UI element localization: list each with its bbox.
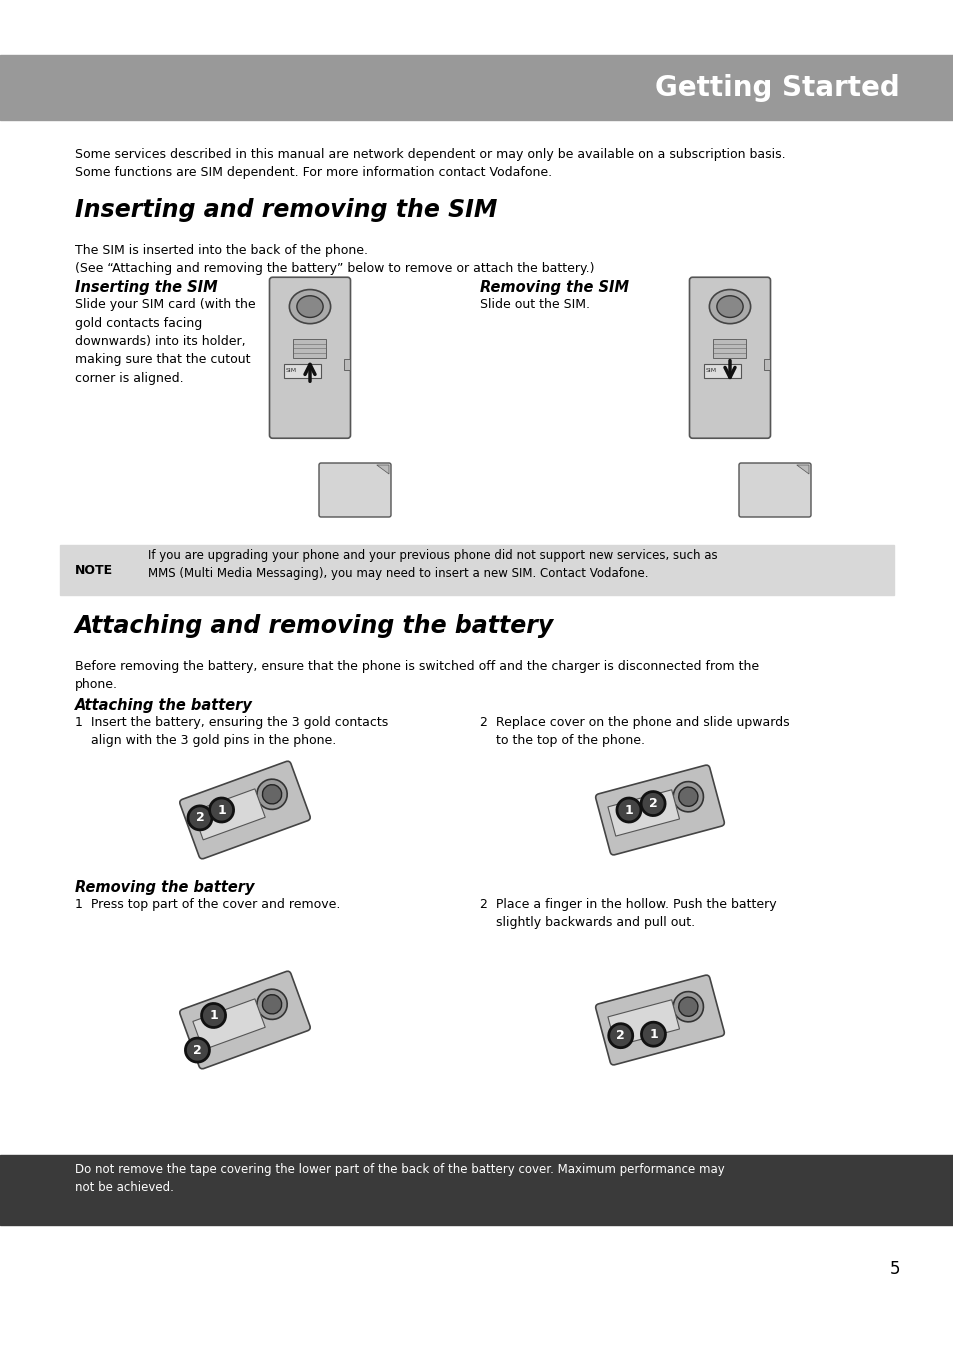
Bar — [703, 363, 740, 378]
Bar — [763, 359, 770, 370]
Text: 1: 1 — [624, 804, 633, 816]
Ellipse shape — [256, 780, 287, 809]
Text: 1  Insert the battery, ensuring the 3 gold contacts
    align with the 3 gold pi: 1 Insert the battery, ensuring the 3 gol… — [75, 716, 388, 747]
Ellipse shape — [262, 994, 281, 1013]
Ellipse shape — [678, 788, 698, 807]
Bar — [0, 55, 953, 120]
Text: SIM: SIM — [705, 369, 717, 373]
Ellipse shape — [289, 289, 331, 324]
Text: 2  Place a finger in the hollow. Push the battery
    slightly backwards and pul: 2 Place a finger in the hollow. Push the… — [479, 898, 776, 929]
Text: Attaching the battery: Attaching the battery — [75, 698, 253, 713]
Circle shape — [201, 1004, 225, 1028]
Polygon shape — [796, 465, 808, 474]
Text: Removing the battery: Removing the battery — [75, 880, 254, 894]
Bar — [193, 998, 265, 1050]
Text: Inserting and removing the SIM: Inserting and removing the SIM — [75, 199, 497, 222]
Ellipse shape — [262, 785, 281, 804]
Bar — [607, 1000, 679, 1046]
Circle shape — [640, 792, 664, 816]
Text: 2: 2 — [195, 812, 204, 824]
Bar — [607, 790, 679, 836]
Circle shape — [640, 1023, 665, 1046]
Text: 2: 2 — [193, 1043, 202, 1056]
FancyBboxPatch shape — [318, 463, 391, 517]
Circle shape — [210, 798, 233, 821]
Text: 1: 1 — [648, 1028, 658, 1040]
Text: 5: 5 — [888, 1260, 899, 1278]
Ellipse shape — [716, 296, 742, 317]
Ellipse shape — [709, 289, 750, 324]
Text: Inserting the SIM: Inserting the SIM — [75, 280, 217, 295]
Text: Removing the SIM: Removing the SIM — [479, 280, 628, 295]
FancyBboxPatch shape — [179, 971, 310, 1069]
Text: Getting Started: Getting Started — [655, 73, 899, 101]
Bar — [283, 363, 321, 378]
FancyBboxPatch shape — [739, 463, 810, 517]
Ellipse shape — [673, 782, 702, 812]
Circle shape — [617, 798, 640, 821]
Ellipse shape — [256, 989, 287, 1020]
Text: NOTE: NOTE — [75, 563, 113, 577]
FancyBboxPatch shape — [269, 277, 350, 438]
Text: The SIM is inserted into the back of the phone.
(See “Attaching and removing the: The SIM is inserted into the back of the… — [75, 245, 594, 276]
Text: Slide out the SIM.: Slide out the SIM. — [479, 299, 589, 311]
Text: 2: 2 — [648, 797, 657, 811]
Ellipse shape — [678, 997, 698, 1016]
Text: 2: 2 — [616, 1029, 624, 1042]
Text: Before removing the battery, ensure that the phone is switched off and the charg: Before removing the battery, ensure that… — [75, 661, 759, 690]
Circle shape — [185, 1038, 210, 1062]
Bar — [344, 359, 350, 370]
Text: SIM: SIM — [286, 369, 296, 373]
FancyBboxPatch shape — [595, 765, 723, 855]
Bar — [713, 339, 745, 358]
Bar — [193, 789, 265, 840]
Circle shape — [188, 807, 212, 830]
Text: Attaching and removing the battery: Attaching and removing the battery — [75, 613, 554, 638]
FancyBboxPatch shape — [689, 277, 770, 438]
Polygon shape — [376, 465, 389, 474]
Bar — [0, 1155, 953, 1225]
FancyBboxPatch shape — [595, 975, 723, 1065]
Ellipse shape — [296, 296, 323, 317]
Text: 2  Replace cover on the phone and slide upwards
    to the top of the phone.: 2 Replace cover on the phone and slide u… — [479, 716, 789, 747]
Ellipse shape — [673, 992, 702, 1021]
Text: 1  Press top part of the cover and remove.: 1 Press top part of the cover and remove… — [75, 898, 340, 911]
Bar — [294, 339, 326, 358]
Text: If you are upgrading your phone and your previous phone did not support new serv: If you are upgrading your phone and your… — [148, 549, 717, 580]
FancyBboxPatch shape — [179, 761, 310, 859]
Text: Some services described in this manual are network dependent or may only be avai: Some services described in this manual a… — [75, 149, 785, 178]
Text: Slide your SIM card (with the
gold contacts facing
downwards) into its holder,
m: Slide your SIM card (with the gold conta… — [75, 299, 255, 385]
Text: Do not remove the tape covering the lower part of the back of the battery cover.: Do not remove the tape covering the lowe… — [75, 1163, 724, 1194]
Bar — [60, 544, 893, 594]
Text: 1: 1 — [217, 804, 226, 816]
Circle shape — [608, 1024, 632, 1047]
Text: 1: 1 — [209, 1009, 217, 1021]
